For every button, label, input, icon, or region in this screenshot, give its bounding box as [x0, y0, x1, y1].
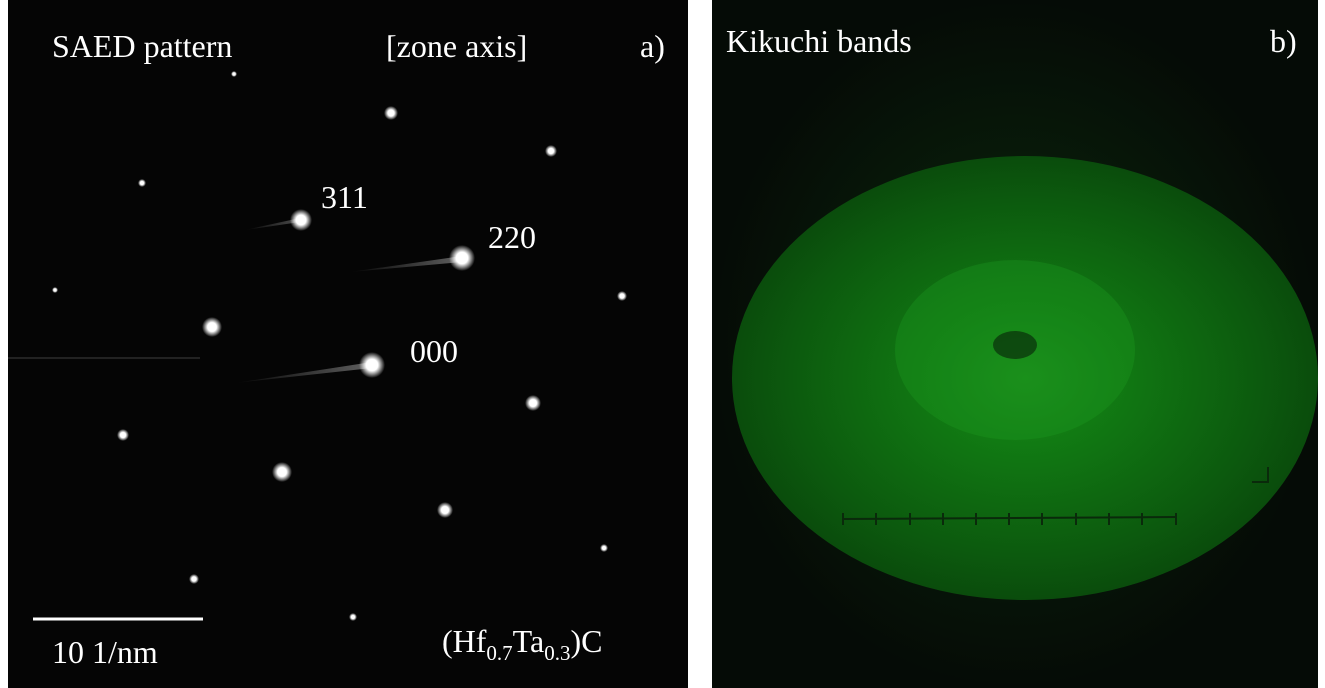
panel-b: Kikuchi bands b) [712, 0, 1318, 688]
formula: (Hf0.7Ta0.3)C [442, 623, 602, 665]
formula-part: )C [570, 623, 602, 659]
panel-title: SAED pattern [52, 28, 232, 64]
zone-axis: [zone axis] [386, 28, 527, 64]
figure: SAED pattern [zone axis] a) 311 220 000 … [0, 0, 1325, 688]
page: SAED pattern [zone axis] a) 311 220 000 … [0, 0, 1325, 688]
panel-a: SAED pattern [zone axis] a) 311 220 000 … [8, 0, 688, 688]
spot-label: 000 [410, 333, 458, 369]
center-shadow [993, 331, 1037, 359]
formula-part: Ta [513, 623, 545, 659]
spot-label: 220 [488, 219, 536, 255]
saed-image [8, 0, 688, 688]
scale-label: 10 1/nm [52, 634, 158, 670]
spot-label: 311 [321, 179, 368, 215]
formula-part: (Hf [442, 623, 487, 659]
formula-sub: 0.3 [544, 641, 570, 665]
panel-label: b) [1270, 23, 1297, 59]
panel-title: Kikuchi bands [726, 23, 912, 59]
panel-label: a) [640, 28, 665, 64]
formula-sub: 0.7 [486, 641, 512, 665]
